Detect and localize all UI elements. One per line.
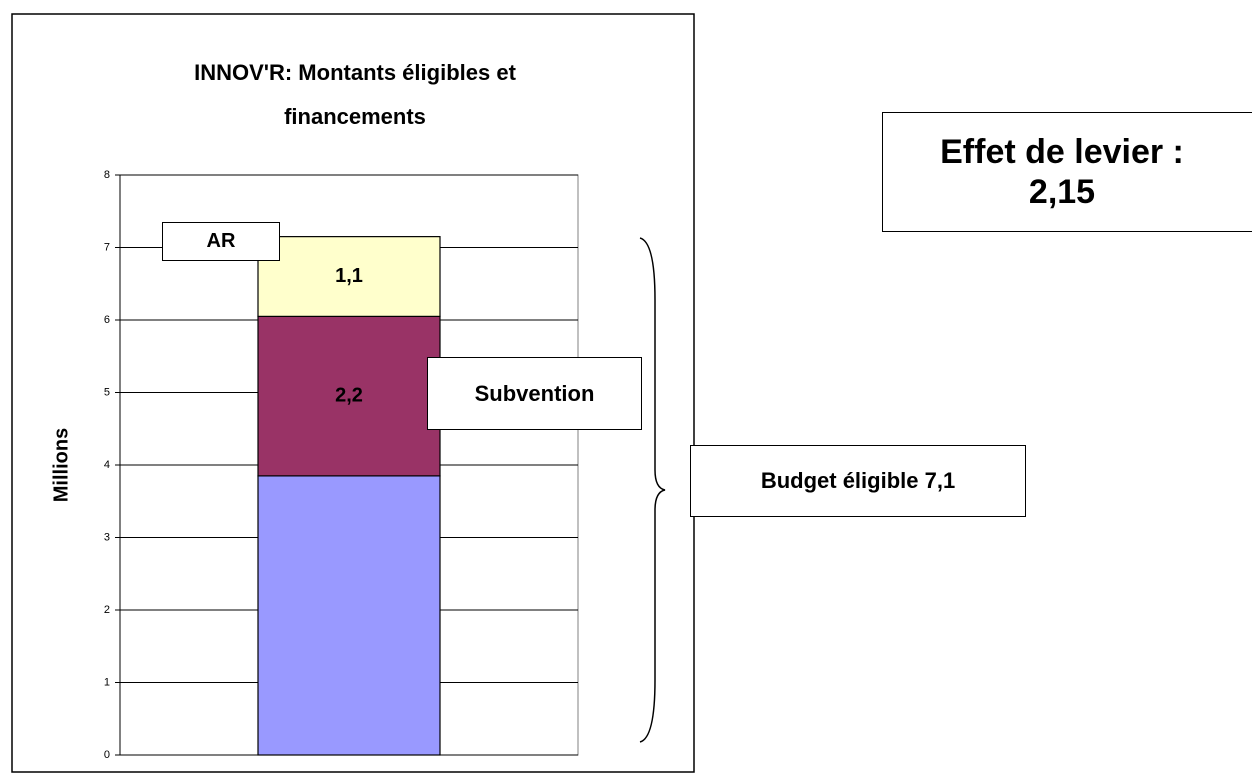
series-label: Subvention: [427, 357, 642, 430]
data-label: 2,2: [335, 384, 363, 406]
series-label: AR: [162, 222, 280, 261]
bar-segment: [257, 475, 441, 756]
y-tick-label: 6: [104, 314, 110, 326]
brace: [639, 237, 666, 743]
bar-segment: [257, 236, 441, 317]
y-tick-label: 2: [104, 604, 110, 616]
y-tick-label: 1: [104, 676, 110, 688]
y-tick-label: 5: [104, 386, 110, 398]
y-tick-label: 7: [104, 241, 110, 253]
y-tick-label: 3: [104, 531, 110, 543]
annotation: Effet de levier :: [940, 133, 1184, 171]
data-label: 1,1: [335, 265, 363, 287]
annotation-box: Effet de levier : 2,15: [882, 112, 1252, 232]
y-tick-label: 4: [104, 459, 110, 471]
y-tick-label: 0: [104, 749, 110, 761]
annotation: 2,15: [1028, 173, 1096, 211]
y-axis-label: Millions: [50, 428, 72, 502]
chart-title: INNOV'R: Montants éligibles et financeme…: [194, 60, 516, 129]
bar-segment: [257, 315, 441, 477]
annotation: Budget éligible 7,1: [690, 445, 1026, 517]
y-tick-label: 8: [104, 169, 110, 181]
